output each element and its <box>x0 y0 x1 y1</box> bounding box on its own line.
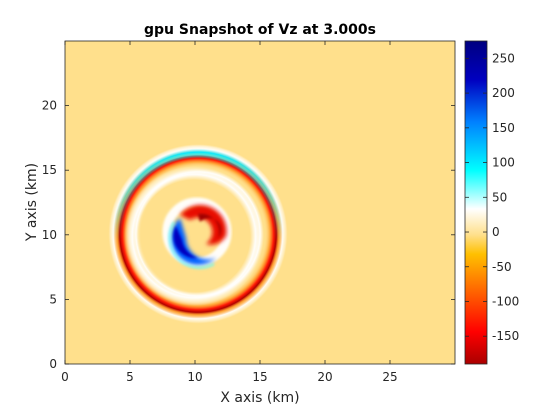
y-tick-label: 15 <box>42 163 57 177</box>
x-axis-label: X axis (km) <box>220 390 299 406</box>
x-tick-label: 25 <box>382 370 397 384</box>
colorbar-ticks: 250 200 150 100 50 0 -50 -100 -150 <box>465 51 519 343</box>
colorbar-tick-label: 250 <box>492 51 515 65</box>
y-axis-label: Y axis (km) <box>24 163 40 242</box>
wavefield <box>108 144 288 324</box>
y-tick-label: 5 <box>49 292 57 306</box>
colorbar-tick-label: 50 <box>492 190 507 204</box>
y-tick-label: 10 <box>42 228 57 242</box>
x-tick-label: 20 <box>317 370 332 384</box>
x-tick-label: 15 <box>252 370 267 384</box>
colorbar-tick-label: -150 <box>492 329 519 343</box>
colorbar-tick-label: 150 <box>492 121 515 135</box>
colorbar <box>464 40 488 365</box>
y-tick-label: 0 <box>49 357 57 371</box>
y-tick-label: 20 <box>42 99 57 113</box>
core-blue-inner <box>173 226 198 259</box>
colorbar-tick-label: -100 <box>492 294 519 308</box>
core-cyan-edge <box>168 221 215 270</box>
core-red-lobe <box>180 205 227 245</box>
core-red-inner <box>198 213 222 238</box>
x-tick-label: 5 <box>126 370 134 384</box>
x-ticks: 0 5 10 15 20 25 <box>61 41 398 384</box>
colorbar-tick-label: 200 <box>492 86 515 100</box>
x-tick-label: 10 <box>187 370 202 384</box>
colorbar-tick-label: -50 <box>492 260 512 274</box>
x-tick-label: 0 <box>61 370 69 384</box>
inner-wavefront <box>124 166 264 306</box>
colorbar-tick-label: 0 <box>492 225 500 239</box>
colorbar-tick-label: 100 <box>492 156 515 170</box>
y-ticks: 0 5 10 15 20 <box>42 99 455 371</box>
chart-title: gpu Snapshot of Vz at 3.000s <box>144 22 376 38</box>
